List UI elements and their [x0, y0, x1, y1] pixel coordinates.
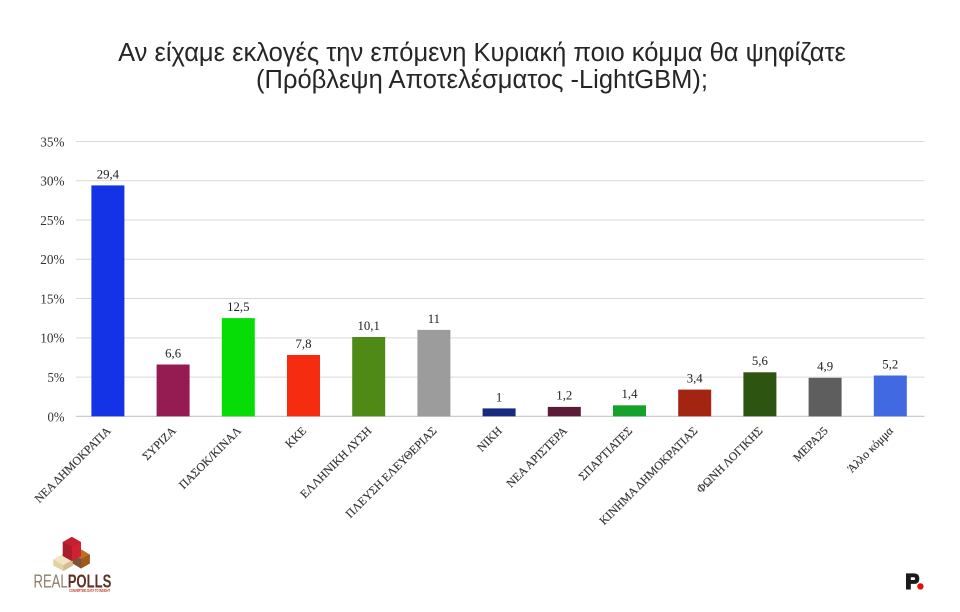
svg-text:20%: 20%	[40, 253, 64, 268]
svg-text:1,2: 1,2	[556, 389, 572, 403]
svg-text:29,4: 29,4	[97, 167, 120, 181]
svg-text:(Πρόβλεψη Αποτελέσματος -Light: (Πρόβλεψη Αποτελέσματος -LightGBM);	[256, 66, 708, 94]
svg-text:12,5: 12,5	[227, 300, 249, 314]
svg-text:1: 1	[496, 390, 502, 404]
svg-text:25%: 25%	[40, 213, 64, 228]
svg-text:CONVERTING DATA TO INSIGHT: CONVERTING DATA TO INSIGHT	[69, 588, 110, 593]
svg-text:4,9: 4,9	[817, 360, 833, 374]
svg-text:3,4: 3,4	[687, 372, 704, 386]
svg-text:1,4: 1,4	[622, 387, 639, 401]
svg-text:6,6: 6,6	[165, 346, 182, 360]
svg-text:0%: 0%	[47, 410, 64, 425]
svg-text:30%: 30%	[40, 174, 64, 189]
svg-text:5,6: 5,6	[752, 354, 769, 368]
svg-text:35%: 35%	[40, 135, 64, 150]
svg-text:11: 11	[428, 312, 440, 326]
svg-text:REALPOLLS: REALPOLLS	[34, 572, 112, 592]
svg-text:7,8: 7,8	[296, 337, 312, 351]
svg-text:5,2: 5,2	[882, 357, 898, 371]
svg-text:10,1: 10,1	[357, 319, 379, 333]
svg-text:10%: 10%	[40, 331, 64, 346]
svg-text:15%: 15%	[40, 292, 64, 307]
svg-text:Αν είχαμε εκλογές την επόμενη: Αν είχαμε εκλογές την επόμενη Κυριακή πο…	[118, 39, 846, 67]
svg-text:5%: 5%	[47, 371, 64, 386]
